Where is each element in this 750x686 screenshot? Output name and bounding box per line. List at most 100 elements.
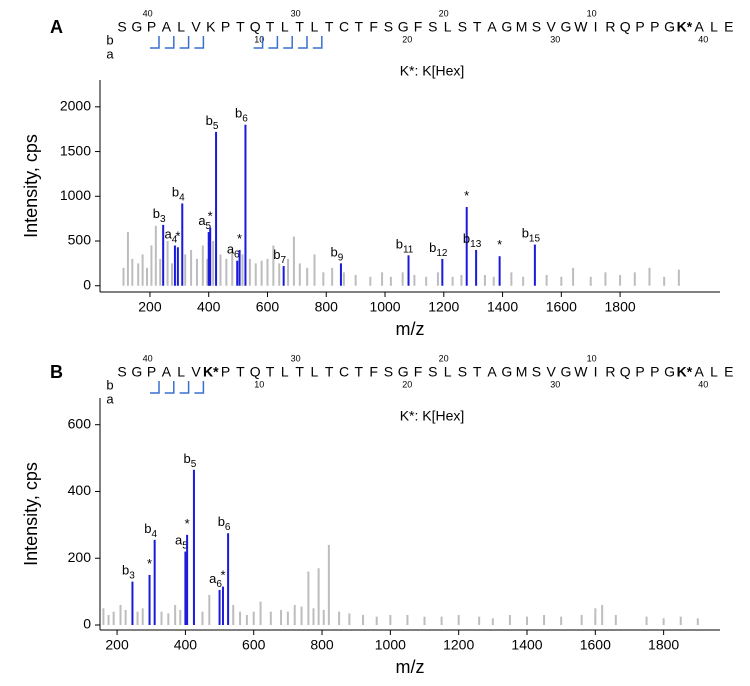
peak-label: a6 xyxy=(209,571,222,589)
peak xyxy=(663,276,666,286)
residue: G xyxy=(561,364,572,380)
peak xyxy=(232,604,235,625)
peak xyxy=(589,276,592,286)
peak-label-index: 6 xyxy=(216,579,222,590)
residue: L xyxy=(311,364,319,380)
x-tick-label: 1400 xyxy=(511,637,542,653)
peak-label-index: 15 xyxy=(529,233,541,244)
peak xyxy=(369,276,372,286)
peak-label-ion: b xyxy=(396,237,403,252)
residue: G xyxy=(131,364,142,380)
residue: T xyxy=(355,364,364,380)
peak xyxy=(119,604,122,625)
peak xyxy=(522,276,525,286)
peak xyxy=(181,203,184,286)
peak-label: b6 xyxy=(218,515,231,533)
residue: L xyxy=(177,364,185,380)
residue-number: 10 xyxy=(587,353,597,363)
peak xyxy=(614,614,617,625)
residue: Q xyxy=(620,364,631,380)
peak xyxy=(112,611,115,625)
residue: S xyxy=(428,364,437,380)
fragment-bracket xyxy=(298,36,308,49)
peak-label-ion: * xyxy=(185,516,190,531)
residue: L xyxy=(311,19,319,35)
peak xyxy=(195,258,198,286)
peak-label: a4 xyxy=(165,227,178,245)
residue-number: 30 xyxy=(291,353,301,363)
peak xyxy=(179,609,182,625)
y-tick-label: 0 xyxy=(83,616,91,632)
residue: S xyxy=(384,19,393,35)
x-tick-label: 800 xyxy=(315,299,339,315)
peak xyxy=(679,616,682,625)
peak xyxy=(225,258,228,286)
residue: K* xyxy=(677,364,693,380)
peak xyxy=(209,227,212,286)
peak-label-index: 4 xyxy=(172,234,178,245)
peak xyxy=(662,618,665,625)
peak-label-ion: * xyxy=(220,568,225,583)
peak-label-index: 9 xyxy=(338,252,344,263)
peak xyxy=(436,272,439,286)
residue: L xyxy=(444,19,452,35)
peak-label-ion: * xyxy=(237,231,242,246)
peak xyxy=(425,276,428,286)
peak xyxy=(354,275,357,286)
residue: P xyxy=(635,364,644,380)
residue-number: 10 xyxy=(254,379,264,389)
residue: G xyxy=(561,19,572,35)
peak-label-ion: b xyxy=(331,245,338,260)
peak xyxy=(441,258,444,286)
peak-label-ion: b xyxy=(184,451,191,466)
residue: P xyxy=(221,19,230,35)
fragment-bracket xyxy=(179,36,190,49)
residue-number: 10 xyxy=(587,8,597,18)
residue: K* xyxy=(203,364,219,380)
peak-label: b7 xyxy=(273,247,286,265)
residue: P xyxy=(221,364,230,380)
peak xyxy=(389,614,392,625)
residue: P xyxy=(650,364,659,380)
peak xyxy=(572,267,575,286)
peak xyxy=(282,266,285,286)
peak xyxy=(604,272,607,286)
peak-label: * xyxy=(237,231,242,246)
peak xyxy=(483,275,486,286)
peak xyxy=(508,614,511,625)
peak xyxy=(102,608,105,625)
residue: P xyxy=(147,19,156,35)
peak-label-index: 5 xyxy=(182,540,188,551)
peak xyxy=(184,551,187,625)
peak xyxy=(215,131,218,286)
peak xyxy=(510,272,513,286)
peak xyxy=(594,608,597,625)
residue: S xyxy=(458,19,467,35)
peak xyxy=(154,225,157,286)
peak-label: b9 xyxy=(331,245,344,263)
residue: V xyxy=(547,364,557,380)
residue-number: 40 xyxy=(143,8,153,18)
residue-number: 30 xyxy=(550,34,560,44)
residue-number: 20 xyxy=(439,353,449,363)
peak xyxy=(184,254,187,286)
residue-number: 40 xyxy=(698,379,708,389)
peak-label-index: 6 xyxy=(225,522,231,533)
peak-label: b13 xyxy=(463,231,482,249)
peak-label: b3 xyxy=(122,563,135,581)
peak xyxy=(159,258,162,286)
peak xyxy=(342,272,345,286)
residue: F xyxy=(414,19,423,35)
peak xyxy=(560,276,563,286)
peak-label: * xyxy=(497,238,502,253)
peak xyxy=(231,249,234,286)
fragment-bracket xyxy=(150,381,160,394)
fragment-bracket xyxy=(283,36,293,49)
peak xyxy=(259,601,262,625)
y-tick-label: 600 xyxy=(68,415,92,431)
residue: S xyxy=(458,364,467,380)
x-axis-label: m/z xyxy=(396,319,425,339)
peak-label-ion: a xyxy=(175,533,183,548)
residue: L xyxy=(710,364,718,380)
peak xyxy=(136,611,139,625)
